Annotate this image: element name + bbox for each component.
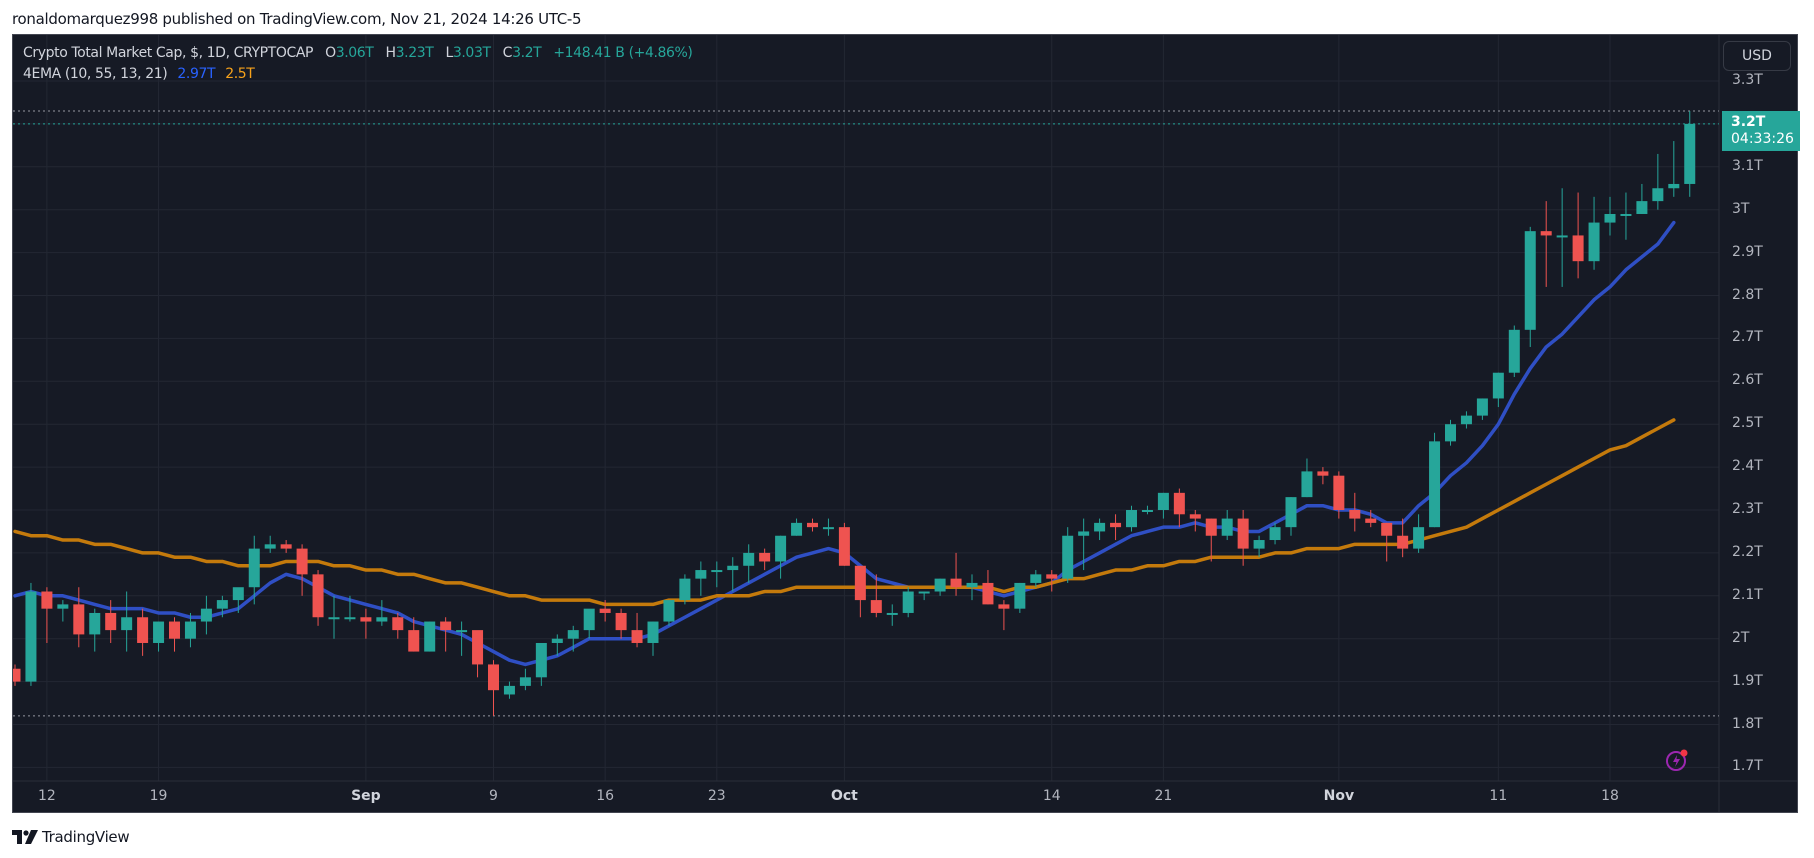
legend-row-indicator: 4EMA (10, 55, 13, 21) 2.97T 2.5T: [23, 64, 693, 85]
chart-legend: Crypto Total Market Cap, $, 1D, CRYPTOCA…: [23, 43, 693, 85]
open-label: O: [325, 45, 336, 61]
time-tick-label: 11: [1489, 788, 1508, 804]
lightning-alert-icon[interactable]: [1664, 747, 1690, 773]
price-tick-label: 2.5T: [1732, 415, 1763, 432]
price-tick-label: 2.8T: [1732, 286, 1763, 303]
price-tick-label: 3T: [1732, 200, 1750, 217]
ema-fast-value: 2.97T: [177, 66, 216, 82]
time-tick-label: 12: [37, 788, 56, 804]
brand-name: TradingView: [42, 828, 130, 846]
time-tick-label: 19: [149, 788, 168, 804]
low-label: L: [445, 45, 453, 61]
time-tick-label: Oct: [830, 788, 858, 804]
time-tick-label: 18: [1601, 788, 1619, 804]
high-label: H: [385, 45, 397, 61]
chart-frame[interactable]: Crypto Total Market Cap, $, 1D, CRYPTOCA…: [12, 34, 1800, 813]
price-tick-label: 2.1T: [1732, 586, 1763, 603]
price-tick-label: 2.3T: [1732, 501, 1763, 517]
publisher-line: ronaldomarquez998 published on TradingVi…: [12, 10, 582, 28]
low-value: 3.03T: [452, 45, 491, 61]
time-tick-label: 9: [489, 788, 498, 804]
high-value: 3.23T: [395, 45, 434, 61]
time-tick-label: 14: [1042, 788, 1061, 804]
bar-countdown: 04:33:26: [1731, 131, 1794, 147]
last-price-tag: 3.2T 04:33:26: [1722, 111, 1800, 151]
price-tick-label: 3.3T: [1732, 72, 1763, 88]
price-tick-label: 2.4T: [1732, 458, 1763, 475]
time-tick-label: 23: [707, 788, 726, 804]
ema-slow-value: 2.5T: [225, 66, 255, 82]
close-value: 3.2T: [512, 45, 542, 61]
price-tick-label: 2.7T: [1732, 329, 1763, 346]
time-tick-label: Nov: [1323, 788, 1355, 804]
symbol-title[interactable]: Crypto Total Market Cap, $, 1D, CRYPTOCA…: [23, 45, 314, 61]
brand-footer: TradingView: [12, 828, 130, 846]
price-tick-label: 3.1T: [1732, 157, 1763, 174]
indicator-title[interactable]: 4EMA (10, 55, 13, 21): [23, 66, 168, 82]
close-label: C: [502, 45, 513, 61]
price-tick-label: 1.8T: [1732, 715, 1763, 732]
price-tick-label: 2T: [1732, 629, 1750, 646]
legend-row-symbol: Crypto Total Market Cap, $, 1D, CRYPTOCA…: [23, 43, 693, 64]
open-value: 3.06T: [335, 45, 374, 61]
time-tick-label: 16: [596, 788, 615, 804]
price-tick-label: 2.2T: [1732, 543, 1763, 560]
time-tick-label: Sep: [351, 788, 381, 804]
last-price-value: 3.2T: [1731, 114, 1766, 130]
currency-button[interactable]: USD: [1723, 41, 1791, 71]
price-tick-label: 2.9T: [1732, 243, 1763, 260]
price-tick-label: 2.6T: [1732, 372, 1763, 389]
time-tick-label: 21: [1154, 788, 1173, 804]
price-tick-label: 1.9T: [1732, 672, 1763, 689]
change-value: +148.41 B (+4.86%): [553, 45, 693, 61]
candlestick-chart[interactable]: [13, 35, 1797, 812]
price-tick-label: 1.7T: [1732, 758, 1763, 775]
tradingview-logo-icon: [12, 830, 38, 844]
